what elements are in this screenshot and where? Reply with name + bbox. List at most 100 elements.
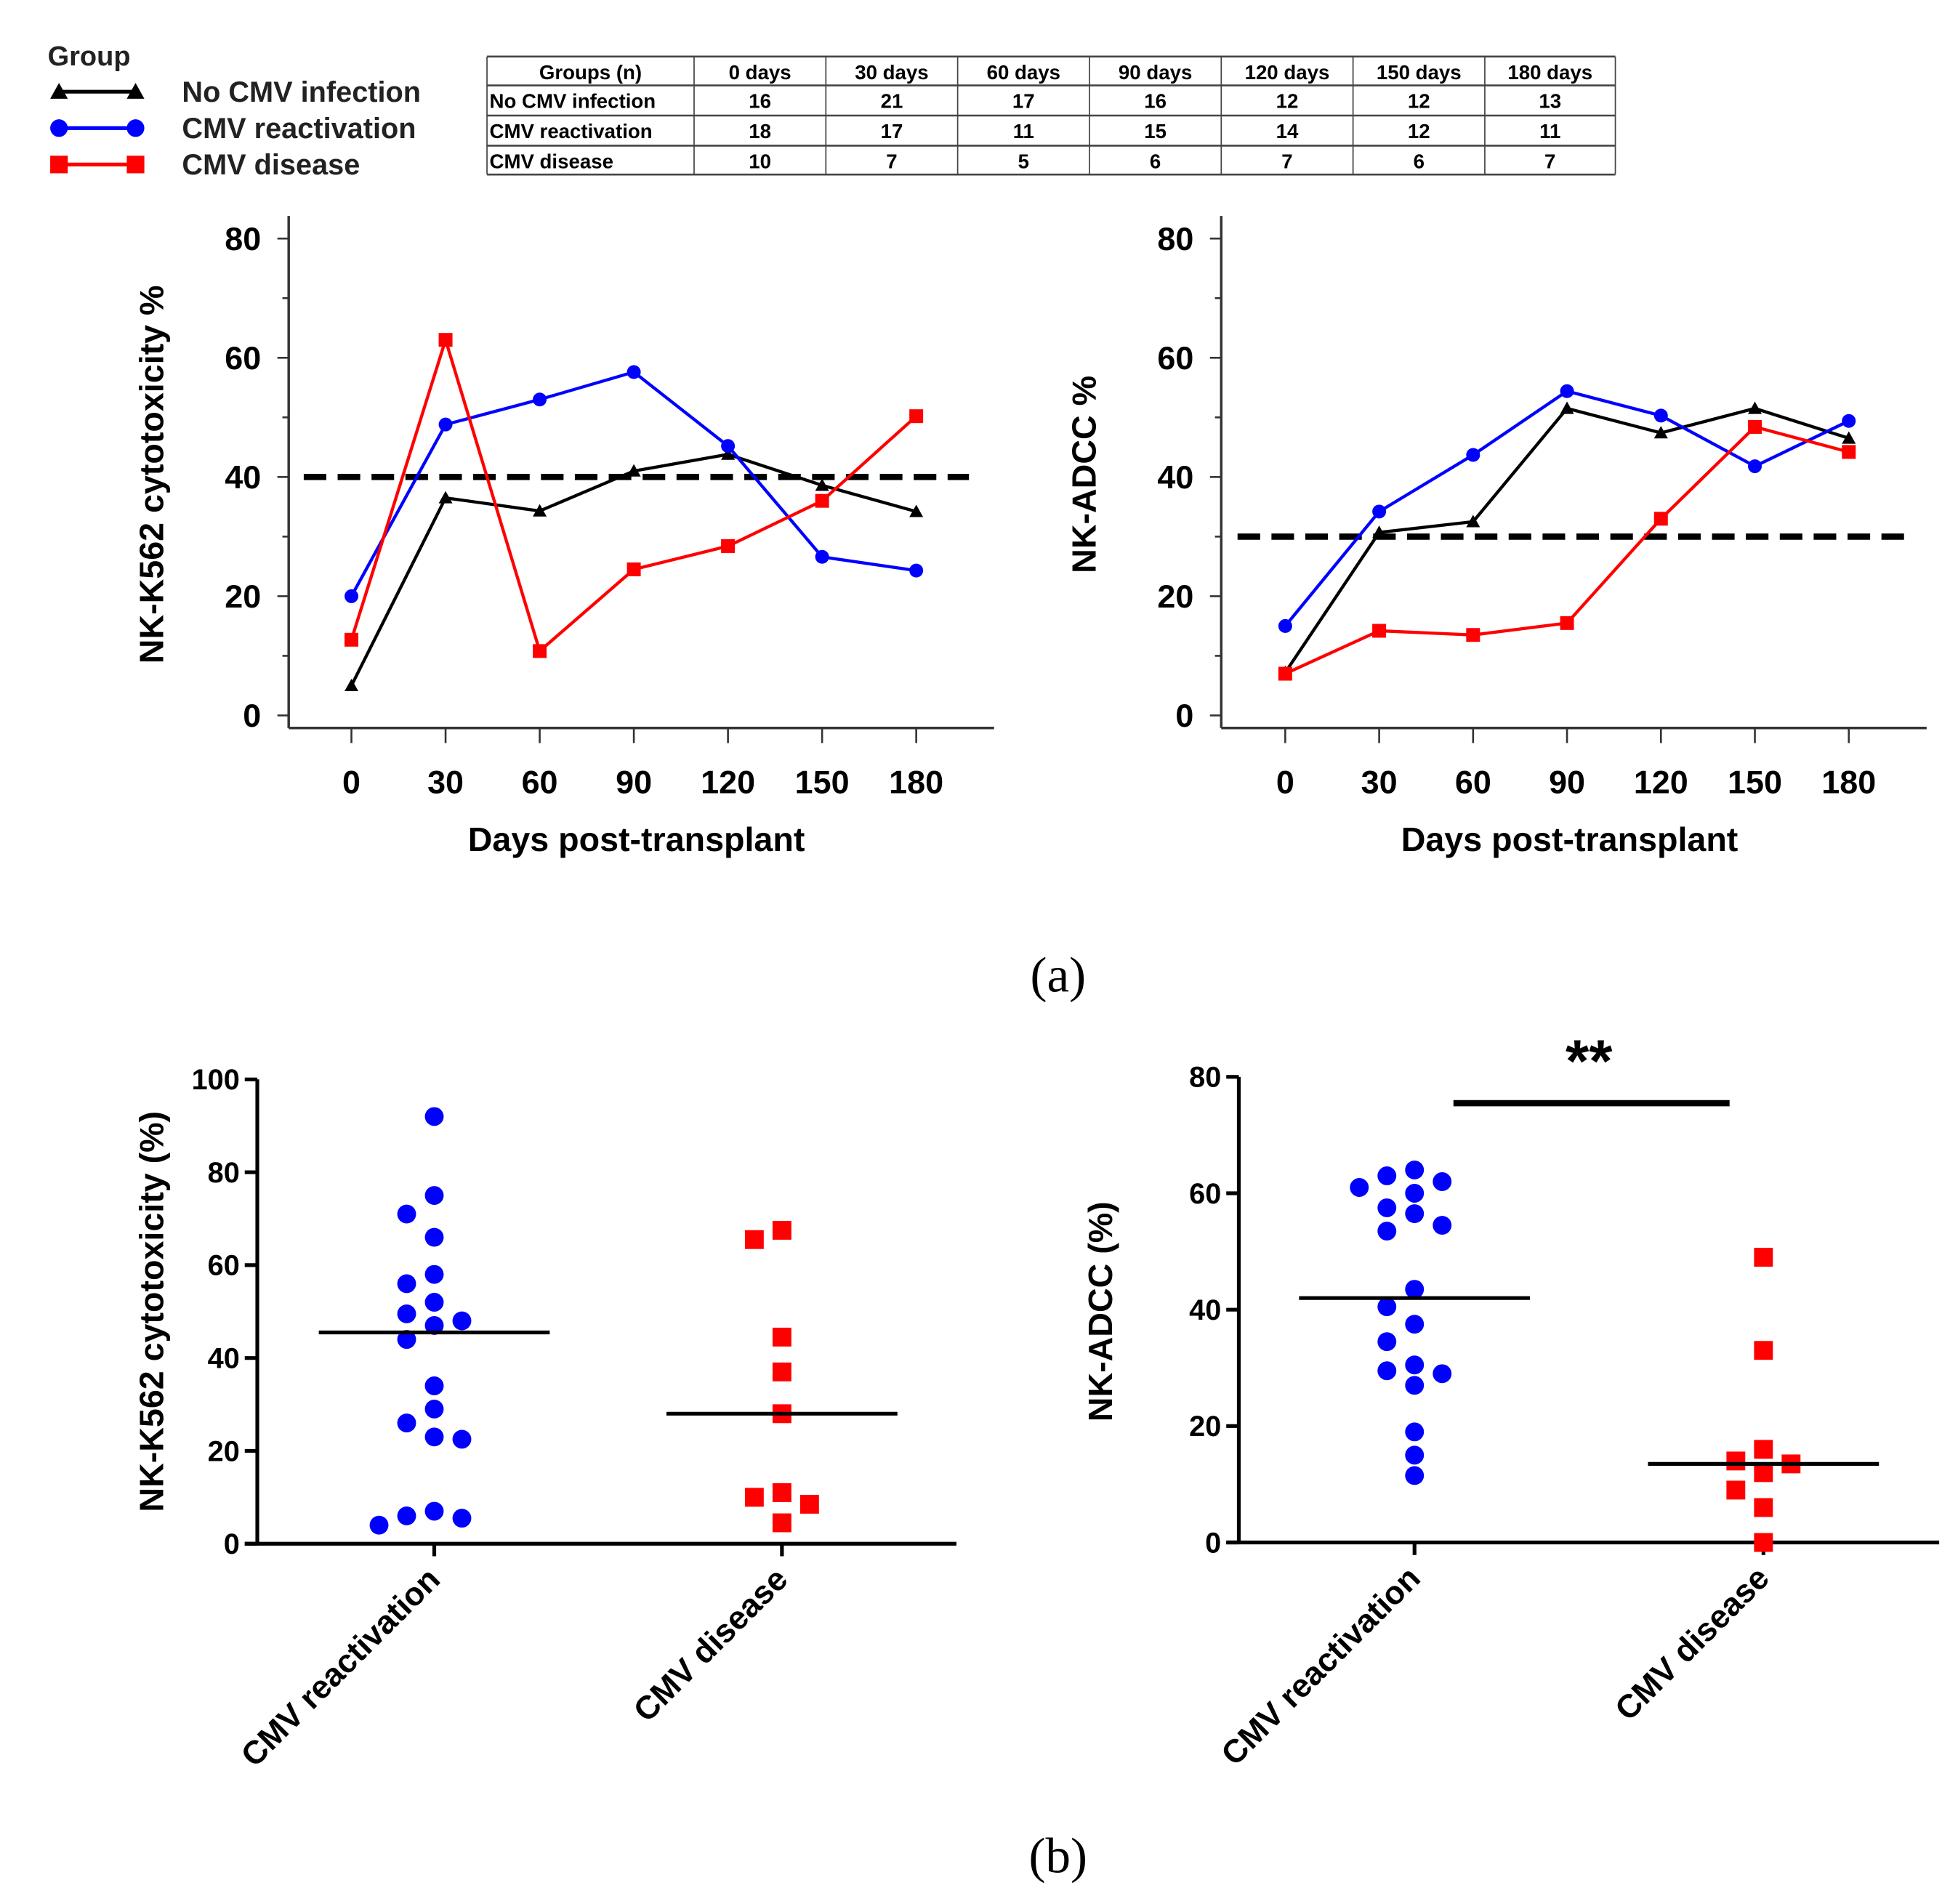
data-point (909, 409, 924, 424)
data-point (397, 1330, 416, 1350)
legend-triangle-icon (126, 83, 145, 99)
data-point (627, 562, 641, 577)
data-point (452, 1429, 472, 1449)
data-point (772, 1513, 791, 1533)
data-point (1466, 628, 1480, 642)
data-point (1466, 448, 1480, 462)
data-point (452, 1509, 472, 1528)
data-point (721, 439, 736, 453)
data-point (533, 644, 547, 658)
data-point (815, 493, 829, 508)
data-point (1372, 624, 1387, 638)
x-tick-label: 30 (1361, 764, 1398, 801)
table-cell: 17 (1012, 90, 1035, 113)
data-point (424, 1186, 444, 1205)
data-point (909, 563, 924, 578)
data-point (424, 1399, 444, 1419)
x-tick-label: 30 (427, 764, 464, 801)
y-tick-label: 20 (1189, 1411, 1221, 1443)
data-point (345, 678, 359, 692)
data-point (345, 589, 359, 603)
data-point (1726, 1480, 1746, 1500)
y-tick-label: 0 (243, 697, 261, 734)
data-point (438, 333, 453, 347)
data-point (424, 1315, 444, 1335)
table-cell: CMV disease (489, 150, 613, 173)
data-point (1405, 1280, 1425, 1299)
data-point (1748, 419, 1762, 434)
data-point (397, 1304, 416, 1323)
data-point (1466, 515, 1480, 528)
series-line-2 (350, 334, 918, 654)
data-point (1405, 1445, 1425, 1465)
data-point (452, 1311, 472, 1331)
y-tick-label: 40 (208, 1342, 240, 1374)
table-cell: No CMV infection (489, 90, 656, 113)
table-cell: 5 (1018, 150, 1029, 173)
y-tick-label: 0 (224, 1528, 240, 1560)
panel-label-b: (b) (1029, 1828, 1088, 1884)
data-point (815, 549, 829, 564)
table-cell: 21 (881, 90, 903, 113)
data-point (1653, 512, 1668, 526)
y-tick-label: 0 (1205, 1527, 1221, 1559)
legend-label: CMV reactivation (182, 113, 416, 145)
data-point (1842, 445, 1856, 459)
table-cell: 16 (749, 90, 771, 113)
x-category-label: CMV disease (626, 1560, 794, 1729)
y-tick-label: 20 (1157, 578, 1193, 615)
y-axis-title: NK-ADCC % (1065, 376, 1103, 573)
table-cell: 11 (1539, 120, 1560, 142)
table-cell: 12 (1408, 120, 1430, 142)
series-line-0 (1284, 406, 1850, 674)
x-tick-label: 180 (1821, 764, 1876, 801)
data-point (424, 1427, 444, 1447)
table-header: 90 days (1119, 61, 1192, 84)
data-point (1405, 1315, 1425, 1334)
y-tick-label: 60 (208, 1250, 240, 1282)
data-point (1754, 1440, 1773, 1459)
data-point (533, 392, 547, 407)
table-header: 180 days (1507, 61, 1592, 84)
data-point (424, 1107, 444, 1126)
data-point (1653, 408, 1668, 423)
data-point (721, 447, 736, 460)
data-point (772, 1362, 791, 1381)
data-point (1405, 1161, 1425, 1179)
data-point (1433, 1172, 1452, 1191)
data-point (1842, 431, 1856, 444)
data-point (627, 464, 641, 477)
y-tick-label: 20 (225, 578, 261, 615)
data-point (345, 632, 359, 647)
table-header: 60 days (987, 61, 1060, 84)
table-cell: 7 (886, 150, 897, 173)
table-cell: 17 (881, 120, 903, 142)
data-point (1560, 401, 1574, 414)
data-point (1278, 666, 1292, 681)
legend-label: No CMV infection (182, 76, 421, 108)
data-point (1405, 1204, 1425, 1223)
table-header: Groups (n) (539, 61, 642, 84)
y-tick-label: 100 (192, 1064, 240, 1096)
sample-size-table: Groups (n) 0 days 30 days 60 days 90 days 120… (486, 55, 1616, 176)
data-point (424, 1501, 444, 1521)
data-point (1754, 1341, 1773, 1360)
legend-triangle-icon (50, 83, 68, 99)
data-point (424, 1376, 444, 1395)
y-tick-label: 60 (225, 339, 261, 376)
data-point (744, 1488, 764, 1507)
x-axis-title: Days post-transplant (1401, 820, 1739, 858)
x-axis-title: Days post-transplant (468, 820, 805, 858)
table-header: 30 days (855, 61, 928, 84)
data-point (815, 478, 829, 491)
data-point (1405, 1422, 1425, 1442)
data-point (1350, 1178, 1369, 1197)
data-point (1748, 401, 1762, 414)
y-axis-title: NK-K562 cytotoxicity % (133, 286, 171, 664)
data-point (772, 1483, 791, 1502)
table-cell: 6 (1150, 150, 1161, 173)
data-point (397, 1204, 416, 1224)
x-category-label: CMV reactivation (1214, 1559, 1427, 1772)
table-cell: 15 (1144, 120, 1167, 142)
